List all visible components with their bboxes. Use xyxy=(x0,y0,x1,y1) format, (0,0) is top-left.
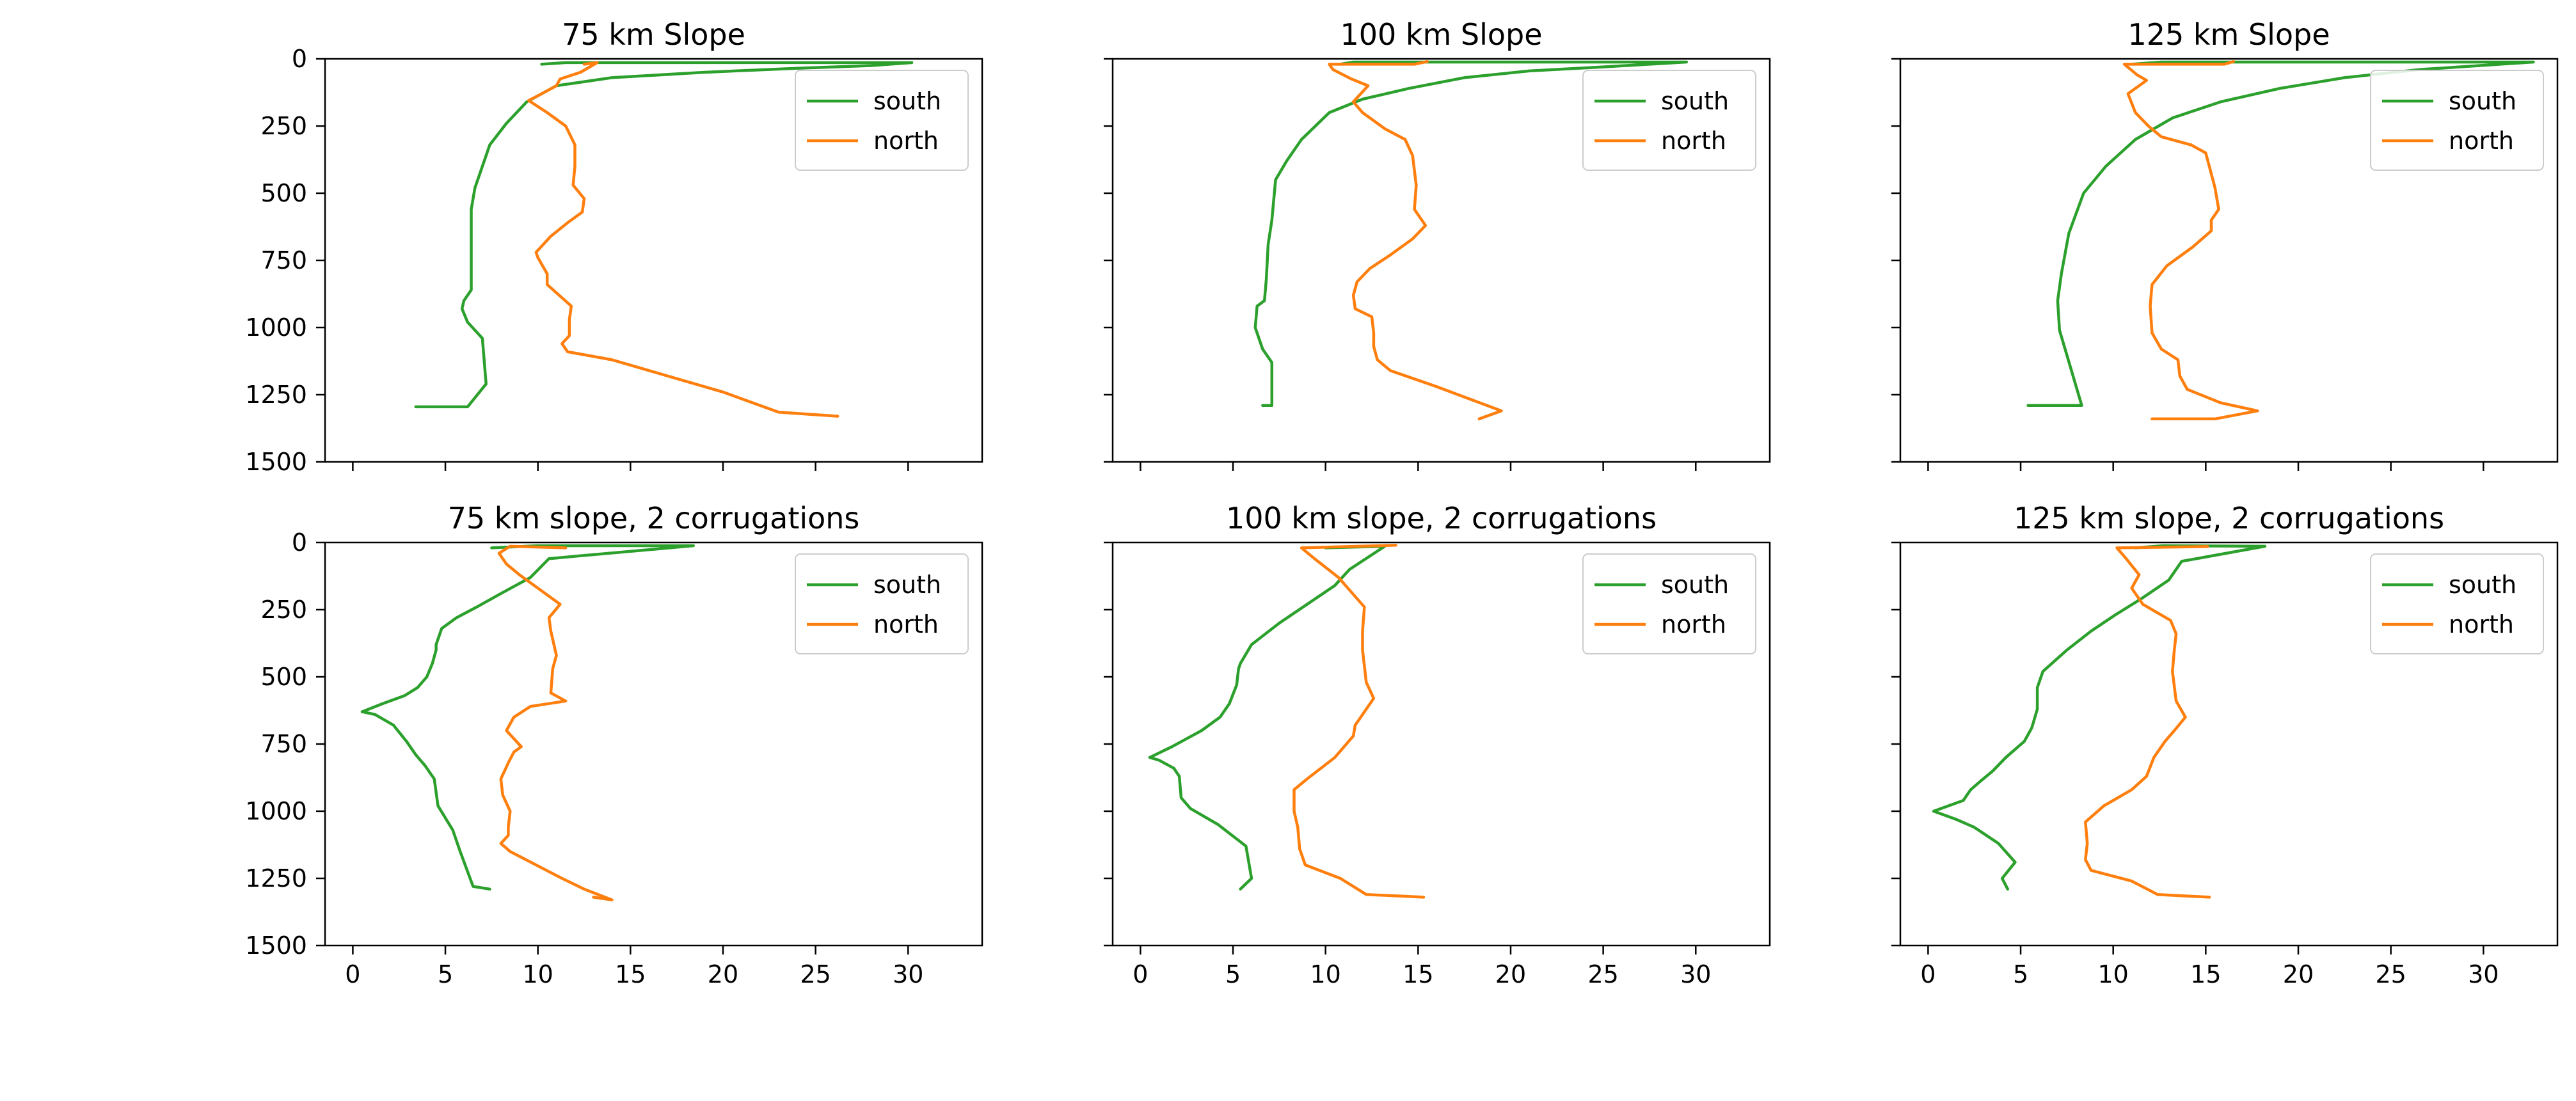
subplot-4: 75 km slope, 2 corrugations 0 5 10 15 20 25 30 0… xyxy=(245,501,983,988)
y-tick-label: 250 xyxy=(260,112,307,140)
y-tick-label: 750 xyxy=(260,730,307,758)
subplot-grid: 75 km Slope0250500750100012501500southno… xyxy=(245,17,2559,988)
x-tick-label: 10 xyxy=(1310,960,1341,988)
x-tick-label: 10 xyxy=(2098,960,2129,988)
x-tick-label: 20 xyxy=(708,960,738,988)
y-tick-label: 1000 xyxy=(245,797,307,825)
legend-box xyxy=(795,553,969,654)
series-line-north xyxy=(497,544,614,901)
legend-box xyxy=(2370,553,2544,654)
y-tick-label: 0 xyxy=(292,45,307,73)
x-tick-label: 20 xyxy=(1495,960,1526,988)
series-line-south xyxy=(1253,60,1689,408)
legend-label-south: south xyxy=(873,571,941,599)
subplot-5: 100 km slope, 2 corrugations 0 5 10 15 20 25 30… xyxy=(1104,501,1771,988)
subplot-3: 125 km Slope south north xyxy=(1891,17,2559,471)
series-line-south xyxy=(414,61,914,409)
y-tick-label: 1250 xyxy=(245,381,307,409)
y-tick-label: 1000 xyxy=(245,313,307,342)
subplot-1: 75 km Slope 0 250 500 750 1000 1250 1500 south no… xyxy=(245,17,983,476)
legend: south north xyxy=(1582,553,1756,654)
legend-label-south: south xyxy=(1661,571,1729,599)
legend-box xyxy=(1582,70,1756,171)
series-line-north xyxy=(1328,59,1503,421)
legend: south north xyxy=(795,553,969,654)
y-tick-label: 1250 xyxy=(245,864,307,892)
subplot-2: 100 km Slope south north xyxy=(1104,17,1771,471)
legend: south north xyxy=(2370,70,2544,171)
x-tick-label: 0 xyxy=(345,960,360,988)
y-tick-label: 750 xyxy=(260,246,307,274)
x-tick-label: 5 xyxy=(1225,960,1241,988)
x-tick-label: 0 xyxy=(1133,960,1148,988)
x-tick-label: 0 xyxy=(1920,960,1936,988)
legend-box xyxy=(1582,553,1756,654)
legend-label-north: north xyxy=(1661,127,1726,155)
x-tick-label: 25 xyxy=(2375,960,2406,988)
x-tick-label: 30 xyxy=(2468,960,2499,988)
x-tick-label: 30 xyxy=(893,960,923,988)
x-tick-label: 5 xyxy=(438,960,453,988)
y-tick-label: 1500 xyxy=(245,931,307,960)
legend-label-north: north xyxy=(2449,127,2514,155)
y-tick-label: 250 xyxy=(260,596,307,624)
series-line-south xyxy=(2026,60,2535,408)
y-tick-label: 1500 xyxy=(245,448,307,476)
legend-label-north: north xyxy=(1661,610,1726,638)
x-tick-label: 15 xyxy=(2190,960,2221,988)
subplot-6: 125 km slope, 2 corrugations 0 5 10 15 20 25 30… xyxy=(1891,501,2559,988)
y-tick-label: 500 xyxy=(260,663,307,691)
legend-label-south: south xyxy=(873,87,941,115)
legend: south north xyxy=(2370,553,2544,654)
subplot-title: 125 km slope, 2 corrugations xyxy=(2014,501,2444,535)
legend-label-north: north xyxy=(2449,610,2514,638)
x-tick-label: 20 xyxy=(2283,960,2314,988)
legend-box xyxy=(2370,70,2544,171)
x-tick-label: 25 xyxy=(1587,960,1618,988)
x-tick-label: 30 xyxy=(1680,960,1711,988)
subplot-title: 100 km Slope xyxy=(1340,17,1542,52)
x-tick-label: 10 xyxy=(523,960,553,988)
series-line-north xyxy=(527,61,839,418)
legend-label-north: north xyxy=(873,127,939,155)
legend: south north xyxy=(1582,70,1756,171)
x-tick-label: 25 xyxy=(800,960,831,988)
series-line-south xyxy=(1148,544,1387,891)
series-line-north xyxy=(2084,545,2211,899)
legend: south north xyxy=(795,70,969,171)
subplot-title: 100 km slope, 2 corrugations xyxy=(1226,501,1657,535)
y-tick-label: 0 xyxy=(292,528,307,557)
y-tick-label: 500 xyxy=(260,179,307,207)
series-line-north xyxy=(2122,59,2259,421)
x-tick-label: 5 xyxy=(2013,960,2028,988)
subplot-title: 75 km Slope xyxy=(562,17,745,52)
legend-box xyxy=(795,70,969,171)
series-line-south xyxy=(360,544,695,891)
x-tick-label: 15 xyxy=(615,960,646,988)
series-line-north xyxy=(1292,543,1426,899)
legend-label-south: south xyxy=(1661,87,1729,115)
subplot-title: 125 km Slope xyxy=(2127,17,2330,52)
legend-label-north: north xyxy=(873,610,939,638)
subplot-title: 75 km slope, 2 corrugations xyxy=(448,501,860,535)
legend-label-south: south xyxy=(2449,87,2516,115)
x-tick-label: 15 xyxy=(1403,960,1433,988)
legend-label-south: south xyxy=(2449,571,2516,599)
series-line-south xyxy=(1932,544,2267,891)
